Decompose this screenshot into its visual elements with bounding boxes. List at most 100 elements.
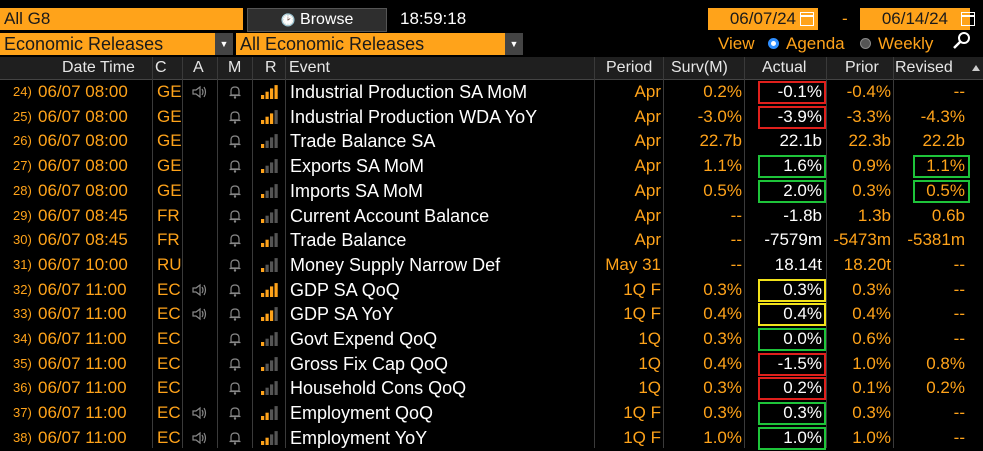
source-dropdown[interactable]: Economic Releases ▼ bbox=[0, 33, 233, 55]
bell-icon[interactable] bbox=[228, 381, 242, 396]
bell-icon[interactable] bbox=[228, 332, 242, 346]
table-row[interactable]: 36) 06/07 11:00 EC Household Cons QoQ 1Q 0.3%… bbox=[0, 376, 983, 401]
row-number[interactable]: 32) bbox=[13, 281, 32, 297]
weekly-label[interactable]: Weekly bbox=[878, 34, 934, 53]
country-code: EC bbox=[157, 304, 181, 324]
weekly-radio[interactable] bbox=[860, 38, 871, 49]
scrollbar-up-button[interactable] bbox=[969, 57, 983, 79]
actual-highlight-box bbox=[758, 328, 826, 351]
bell-icon[interactable] bbox=[228, 283, 242, 297]
event-name[interactable]: Gross Fix Cap QoQ bbox=[290, 353, 449, 374]
speaker-alert-icon[interactable] bbox=[192, 283, 208, 297]
bell-icon[interactable] bbox=[228, 233, 242, 247]
col-date-time[interactable]: Date Time bbox=[62, 59, 135, 76]
column-divider bbox=[663, 57, 664, 448]
speaker-alert-icon[interactable] bbox=[192, 85, 208, 99]
group-selector[interactable]: All G8 bbox=[0, 8, 243, 30]
col-my-alert[interactable]: M bbox=[228, 59, 242, 76]
col-period[interactable]: Period bbox=[606, 59, 653, 76]
col-revised[interactable]: Revised bbox=[895, 59, 953, 76]
table-row[interactable]: 29) 06/07 08:45 FR Current Account Balance A… bbox=[0, 204, 983, 229]
col-event[interactable]: Event bbox=[289, 59, 330, 76]
event-name[interactable]: Household Cons QoQ bbox=[290, 378, 467, 399]
browse-button[interactable]: 🕑 Browse bbox=[247, 8, 387, 32]
col-actual[interactable]: Actual bbox=[762, 59, 807, 76]
bell-icon[interactable] bbox=[228, 184, 242, 198]
prior-value: 1.3b bbox=[857, 205, 891, 225]
event-name[interactable]: Trade Balance bbox=[290, 230, 407, 251]
event-name[interactable]: Exports SA MoM bbox=[290, 156, 425, 177]
speaker-alert-icon[interactable] bbox=[192, 431, 208, 445]
bell-icon[interactable] bbox=[228, 209, 242, 223]
table-row[interactable]: 37) 06/07 11:00 EC Employment QoQ 1Q F 0.3% 0.… bbox=[0, 401, 983, 426]
table-row[interactable]: 35) 06/07 11:00 EC Gross Fix Cap QoQ 1Q 0.4% -… bbox=[0, 352, 983, 377]
event-name[interactable]: Money Supply Narrow Def bbox=[290, 254, 501, 275]
prior-value: 1.0% bbox=[852, 353, 891, 373]
row-number[interactable]: 24) bbox=[13, 84, 32, 99]
col-prior[interactable]: Prior bbox=[845, 59, 879, 76]
start-date-calendar-icon[interactable] bbox=[800, 12, 814, 26]
col-survey[interactable]: Surv(M) bbox=[671, 59, 728, 76]
bell-icon[interactable] bbox=[228, 431, 242, 445]
event-name[interactable]: GDP SA QoQ bbox=[290, 279, 400, 300]
relevance-bars-icon bbox=[261, 257, 278, 272]
bell-icon[interactable] bbox=[228, 307, 242, 321]
filter-dropdown[interactable]: All Economic Releases ▼ bbox=[236, 33, 523, 55]
event-name[interactable]: Current Account Balance bbox=[290, 205, 490, 226]
bell-icon[interactable] bbox=[228, 110, 242, 124]
row-number[interactable]: 25) bbox=[13, 108, 32, 124]
bell-icon[interactable] bbox=[228, 134, 242, 149]
event-name[interactable]: Employment YoY bbox=[290, 427, 428, 448]
speaker-alert-icon[interactable] bbox=[192, 406, 208, 420]
search-settings-icon[interactable] bbox=[951, 31, 973, 51]
bell-icon[interactable] bbox=[228, 258, 242, 272]
row-number[interactable]: 38) bbox=[13, 429, 32, 445]
table-row[interactable]: 24) 06/07 08:00 GE Industrial Production SA… bbox=[0, 80, 983, 105]
row-number[interactable]: 30) bbox=[13, 232, 32, 248]
row-number[interactable]: 35) bbox=[13, 355, 32, 371]
row-number[interactable]: 34) bbox=[13, 331, 32, 346]
agenda-label[interactable]: Agenda bbox=[786, 34, 845, 53]
table-row[interactable]: 27) 06/07 08:00 GE Exports SA MoM Apr 1.1% 1.6… bbox=[0, 154, 983, 179]
agenda-radio[interactable] bbox=[768, 38, 779, 49]
bell-icon[interactable] bbox=[228, 357, 242, 371]
event-name[interactable]: Industrial Production WDA YoY bbox=[290, 106, 538, 127]
table-row[interactable]: 25) 06/07 08:00 GE Industrial Production WD… bbox=[0, 105, 983, 130]
table-row[interactable]: 38) 06/07 11:00 EC Employment YoY 1Q F 1.0% 1.… bbox=[0, 426, 983, 451]
col-country[interactable]: C bbox=[155, 59, 167, 76]
table-row[interactable]: 32) 06/07 11:00 EC GDP SA QoQ 1Q F 0.3% 0.3% 0.… bbox=[0, 278, 983, 303]
col-relevance[interactable]: R bbox=[265, 59, 277, 76]
event-name[interactable]: Imports SA MoM bbox=[290, 180, 424, 201]
table-row[interactable]: 34) 06/07 11:00 EC Govt Expend QoQ 1Q 0.3% 0.0… bbox=[0, 327, 983, 352]
row-number[interactable]: 26) bbox=[13, 133, 32, 149]
row-number[interactable]: 33) bbox=[13, 306, 32, 322]
row-number[interactable]: 37) bbox=[13, 405, 32, 421]
table-row[interactable]: 30) 06/07 08:45 FR Trade Balance Apr -- -7579m… bbox=[0, 228, 983, 253]
end-date-calendar-icon[interactable] bbox=[961, 12, 975, 26]
row-number[interactable]: 31) bbox=[13, 256, 32, 272]
start-date-field[interactable]: 06/07/24 bbox=[708, 8, 818, 30]
event-name[interactable]: Industrial Production SA MoM bbox=[290, 82, 528, 102]
survey-value: -- bbox=[730, 205, 742, 225]
event-name[interactable]: GDP SA YoY bbox=[290, 304, 394, 325]
revised-value: 0.2% bbox=[926, 378, 965, 398]
event-name[interactable]: Trade Balance SA bbox=[290, 131, 436, 152]
col-alert[interactable]: A bbox=[193, 59, 204, 76]
row-number[interactable]: 27) bbox=[13, 158, 32, 174]
bell-icon[interactable] bbox=[228, 159, 242, 173]
bell-icon[interactable] bbox=[228, 406, 242, 420]
row-number[interactable]: 36) bbox=[13, 380, 32, 396]
row-number[interactable]: 29) bbox=[13, 207, 32, 223]
bell-icon[interactable] bbox=[228, 85, 242, 99]
table-row[interactable]: 31) 06/07 10:00 RU Money Supply Narrow Def M… bbox=[0, 253, 983, 278]
end-date-field[interactable]: 06/14/24 bbox=[860, 8, 970, 30]
speaker-alert-icon[interactable] bbox=[192, 307, 208, 321]
table-row[interactable]: 26) 06/07 08:00 GE Trade Balance SA Apr 22.7b… bbox=[0, 129, 983, 154]
survey-value: 0.3% bbox=[703, 378, 742, 398]
event-name[interactable]: Employment QoQ bbox=[290, 403, 434, 424]
row-number[interactable]: 28) bbox=[13, 182, 32, 198]
country-code: GE bbox=[157, 180, 182, 200]
table-row[interactable]: 33) 06/07 11:00 EC GDP SA YoY 1Q F 0.4% 0.4% 0.… bbox=[0, 302, 983, 327]
event-name[interactable]: Govt Expend QoQ bbox=[290, 329, 438, 349]
table-row[interactable]: 28) 06/07 08:00 GE Imports SA MoM Apr 0.5% 2.0… bbox=[0, 179, 983, 204]
